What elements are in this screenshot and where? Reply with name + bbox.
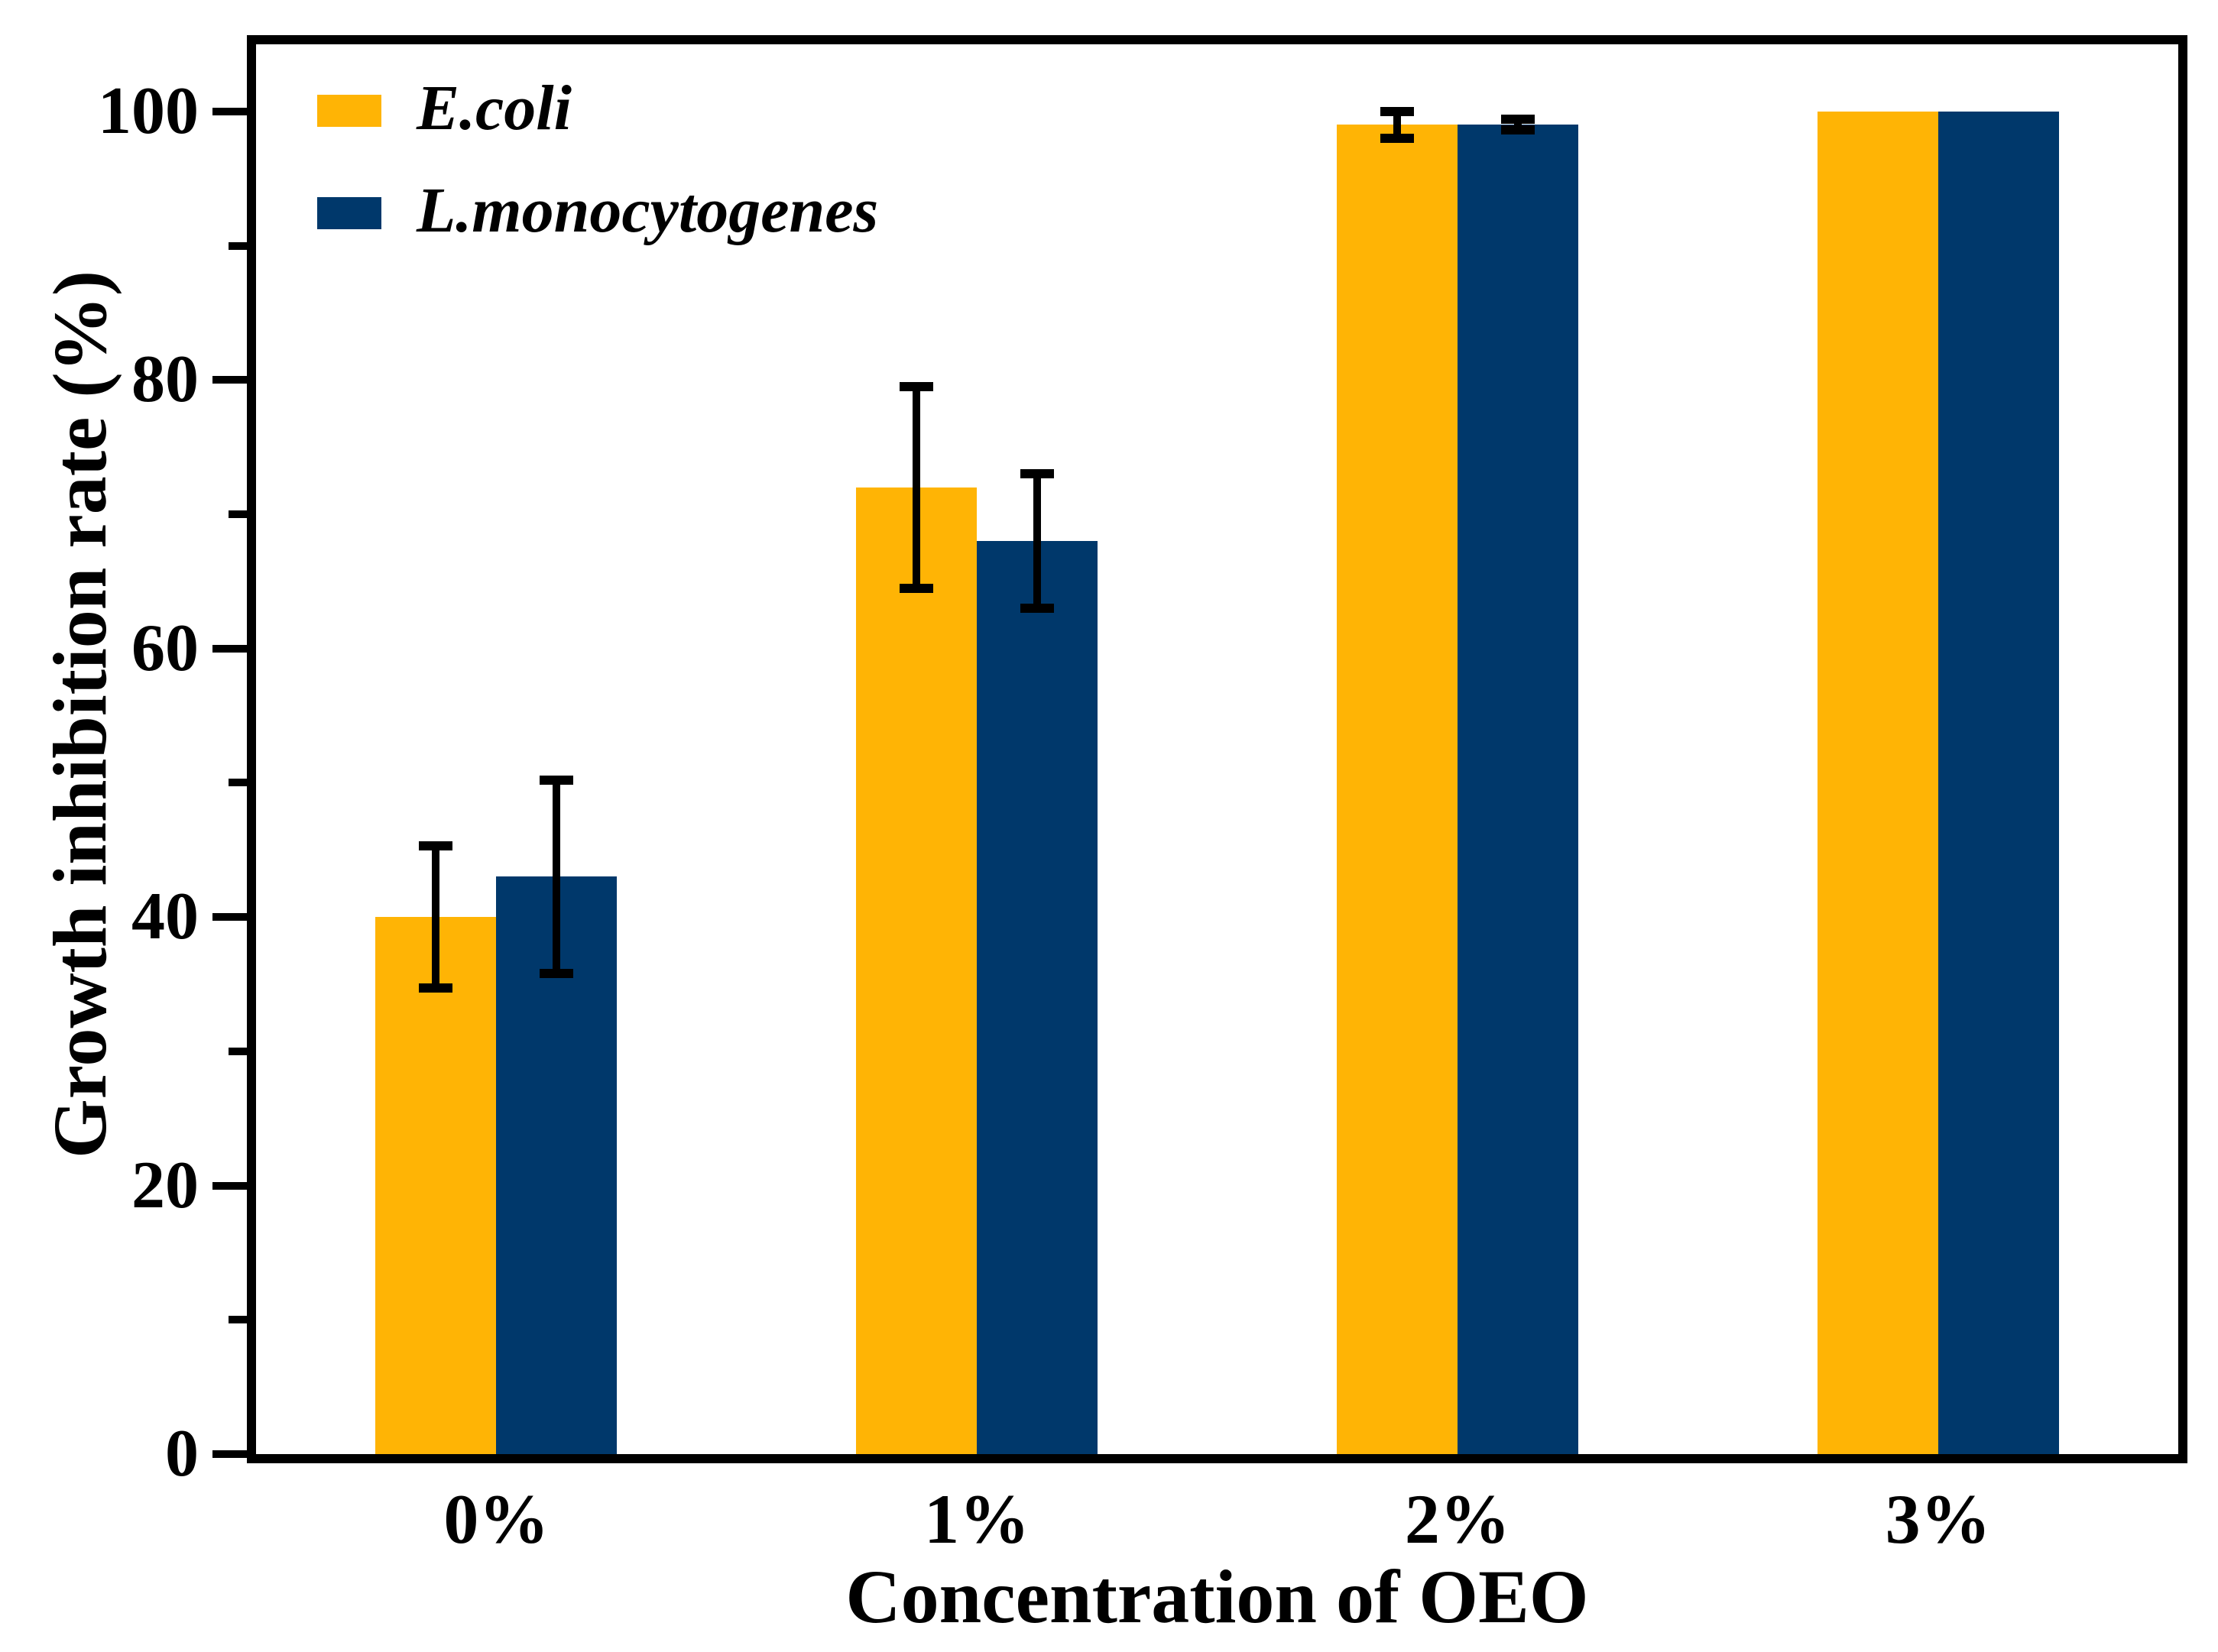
legend-swatch-l-monocytogenes: [317, 197, 381, 229]
legend-label-l-monocytogenes: L.monocytogenes: [417, 175, 879, 246]
y-axis-tick-label: 0: [165, 1417, 199, 1491]
error-bar-cap-top: [1500, 115, 1535, 125]
y-axis-tick-label: 60: [131, 611, 199, 685]
plot-border: [247, 35, 2187, 1463]
y-axis-major-tick: [212, 1181, 247, 1190]
x-axis-tick-label: 3%: [1885, 1480, 1991, 1558]
y-axis-minor-tick: [229, 241, 247, 250]
bar-l-monocytogenes-3%: [1938, 111, 2059, 1454]
y-axis-tick-label: 20: [131, 1148, 199, 1223]
bar-e-coli-1%: [856, 487, 978, 1454]
error-bar-l-monocytogenes-1%: [1033, 474, 1042, 608]
error-bar-cap-top: [900, 382, 934, 392]
error-bar-cap-bottom: [1500, 125, 1535, 135]
bar-l-monocytogenes-2%: [1457, 125, 1578, 1454]
y-axis-tick-label: 40: [131, 879, 199, 954]
y-axis-major-tick: [212, 107, 247, 115]
y-axis-major-tick: [212, 913, 247, 922]
x-axis-tick-label: 2%: [1404, 1480, 1510, 1558]
legend-swatch-e-coli: [317, 95, 381, 127]
y-axis-minor-tick: [229, 510, 247, 518]
y-axis-tick-label: 100: [98, 73, 199, 148]
y-axis-minor-tick: [229, 1047, 247, 1055]
y-axis-major-tick: [212, 1450, 247, 1458]
error-bar-cap-bottom: [540, 968, 574, 978]
y-axis-major-tick: [212, 376, 247, 384]
error-bar-cap-bottom: [1380, 134, 1414, 143]
error-bar-e-coli-1%: [913, 387, 921, 588]
error-bar-cap-bottom: [900, 583, 934, 593]
x-axis-tick-label: 1%: [924, 1480, 1030, 1558]
error-bar-cap-top: [1380, 106, 1414, 116]
error-bar-cap-bottom: [419, 983, 453, 993]
x-axis-tick-label: 0%: [443, 1480, 550, 1558]
error-bar-l-monocytogenes-2%: [1513, 119, 1522, 131]
y-axis-major-tick: [212, 644, 247, 653]
legend-label-e-coli: E.coli: [417, 73, 572, 144]
bar-e-coli-2%: [1336, 125, 1458, 1454]
bar-e-coli-3%: [1817, 111, 1938, 1454]
y-axis-minor-tick: [229, 1316, 247, 1324]
bar-e-coli-0%: [375, 917, 497, 1454]
error-bar-l-monocytogenes-0%: [553, 779, 561, 973]
error-bar-e-coli-0%: [432, 846, 440, 989]
bar-l-monocytogenes-1%: [977, 541, 1098, 1454]
error-bar-cap-top: [1020, 469, 1055, 479]
y-axis-title: Growth inhibition rate (%): [37, 270, 122, 1159]
x-axis-title: Concentration of OEO: [845, 1554, 1589, 1639]
y-axis-tick-label: 80: [131, 342, 199, 417]
error-bar-cap-top: [419, 841, 453, 850]
error-bar-cap-bottom: [1020, 604, 1055, 613]
error-bar-cap-top: [540, 775, 574, 785]
error-bar-e-coli-2%: [1393, 111, 1401, 138]
y-axis-minor-tick: [229, 779, 247, 787]
